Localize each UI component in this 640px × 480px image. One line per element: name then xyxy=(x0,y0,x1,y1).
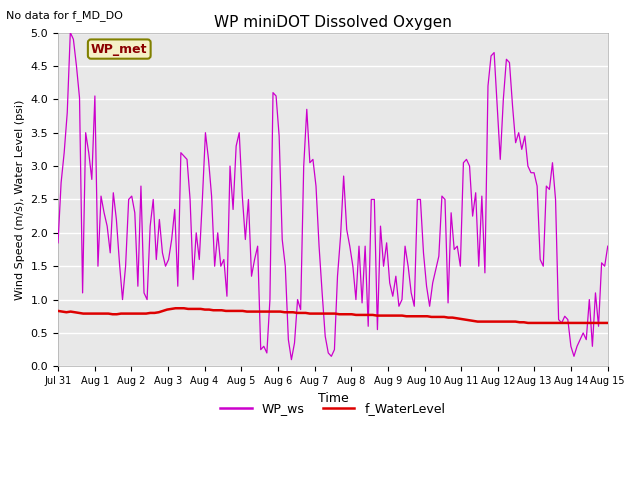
Title: WP miniDOT Dissolved Oxygen: WP miniDOT Dissolved Oxygen xyxy=(214,15,452,30)
Text: No data for f_MD_DO: No data for f_MD_DO xyxy=(6,10,124,21)
X-axis label: Time: Time xyxy=(317,392,348,405)
Text: WP_met: WP_met xyxy=(91,43,147,56)
Legend: WP_ws, f_WaterLevel: WP_ws, f_WaterLevel xyxy=(215,397,451,420)
Y-axis label: Wind Speed (m/s), Water Level (psi): Wind Speed (m/s), Water Level (psi) xyxy=(15,99,25,300)
